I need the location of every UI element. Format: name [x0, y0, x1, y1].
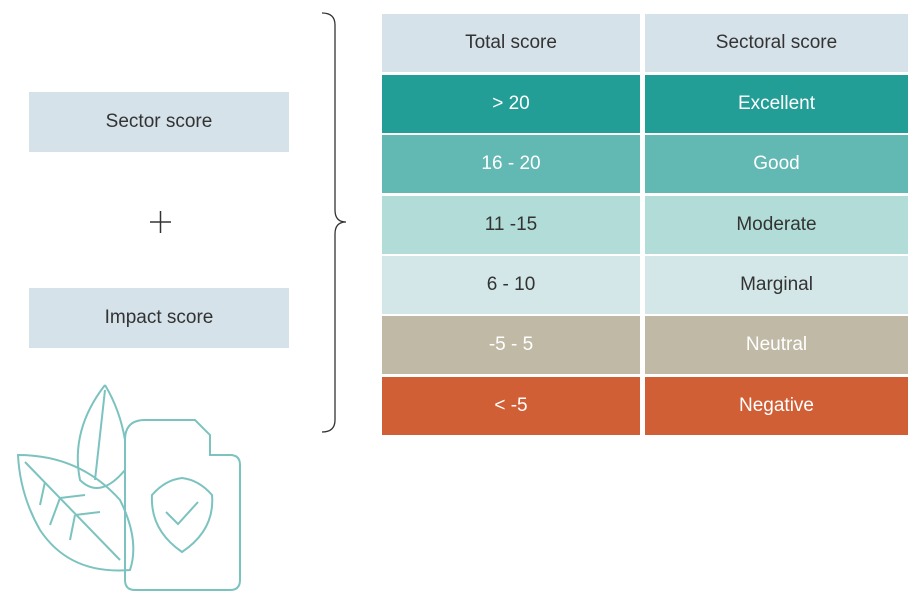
- header-cell: Total score: [382, 14, 640, 72]
- table-cell: Good: [645, 135, 908, 194]
- header-cell: Sectoral score: [645, 14, 908, 72]
- sector-score-box: Sector score: [29, 92, 289, 152]
- table-cell: 16 - 20: [382, 135, 640, 194]
- impact-score-box: Impact score: [29, 288, 289, 348]
- table-cell: Excellent: [645, 75, 908, 133]
- table-cell: Negative: [645, 376, 908, 435]
- plus-sign: [150, 211, 171, 233]
- table-cell: 6 - 10: [382, 255, 640, 314]
- table-cell: > 20: [382, 75, 640, 133]
- table-cell: < -5: [382, 376, 640, 435]
- table-cell: Moderate: [645, 195, 908, 254]
- table-cell: Marginal: [645, 255, 908, 314]
- eco-icon: [16, 384, 241, 591]
- table-cell: -5 - 5: [382, 316, 640, 375]
- table-cell: Neutral: [645, 316, 908, 375]
- table-cell: 11 -15: [382, 195, 640, 254]
- brace: [321, 12, 347, 433]
